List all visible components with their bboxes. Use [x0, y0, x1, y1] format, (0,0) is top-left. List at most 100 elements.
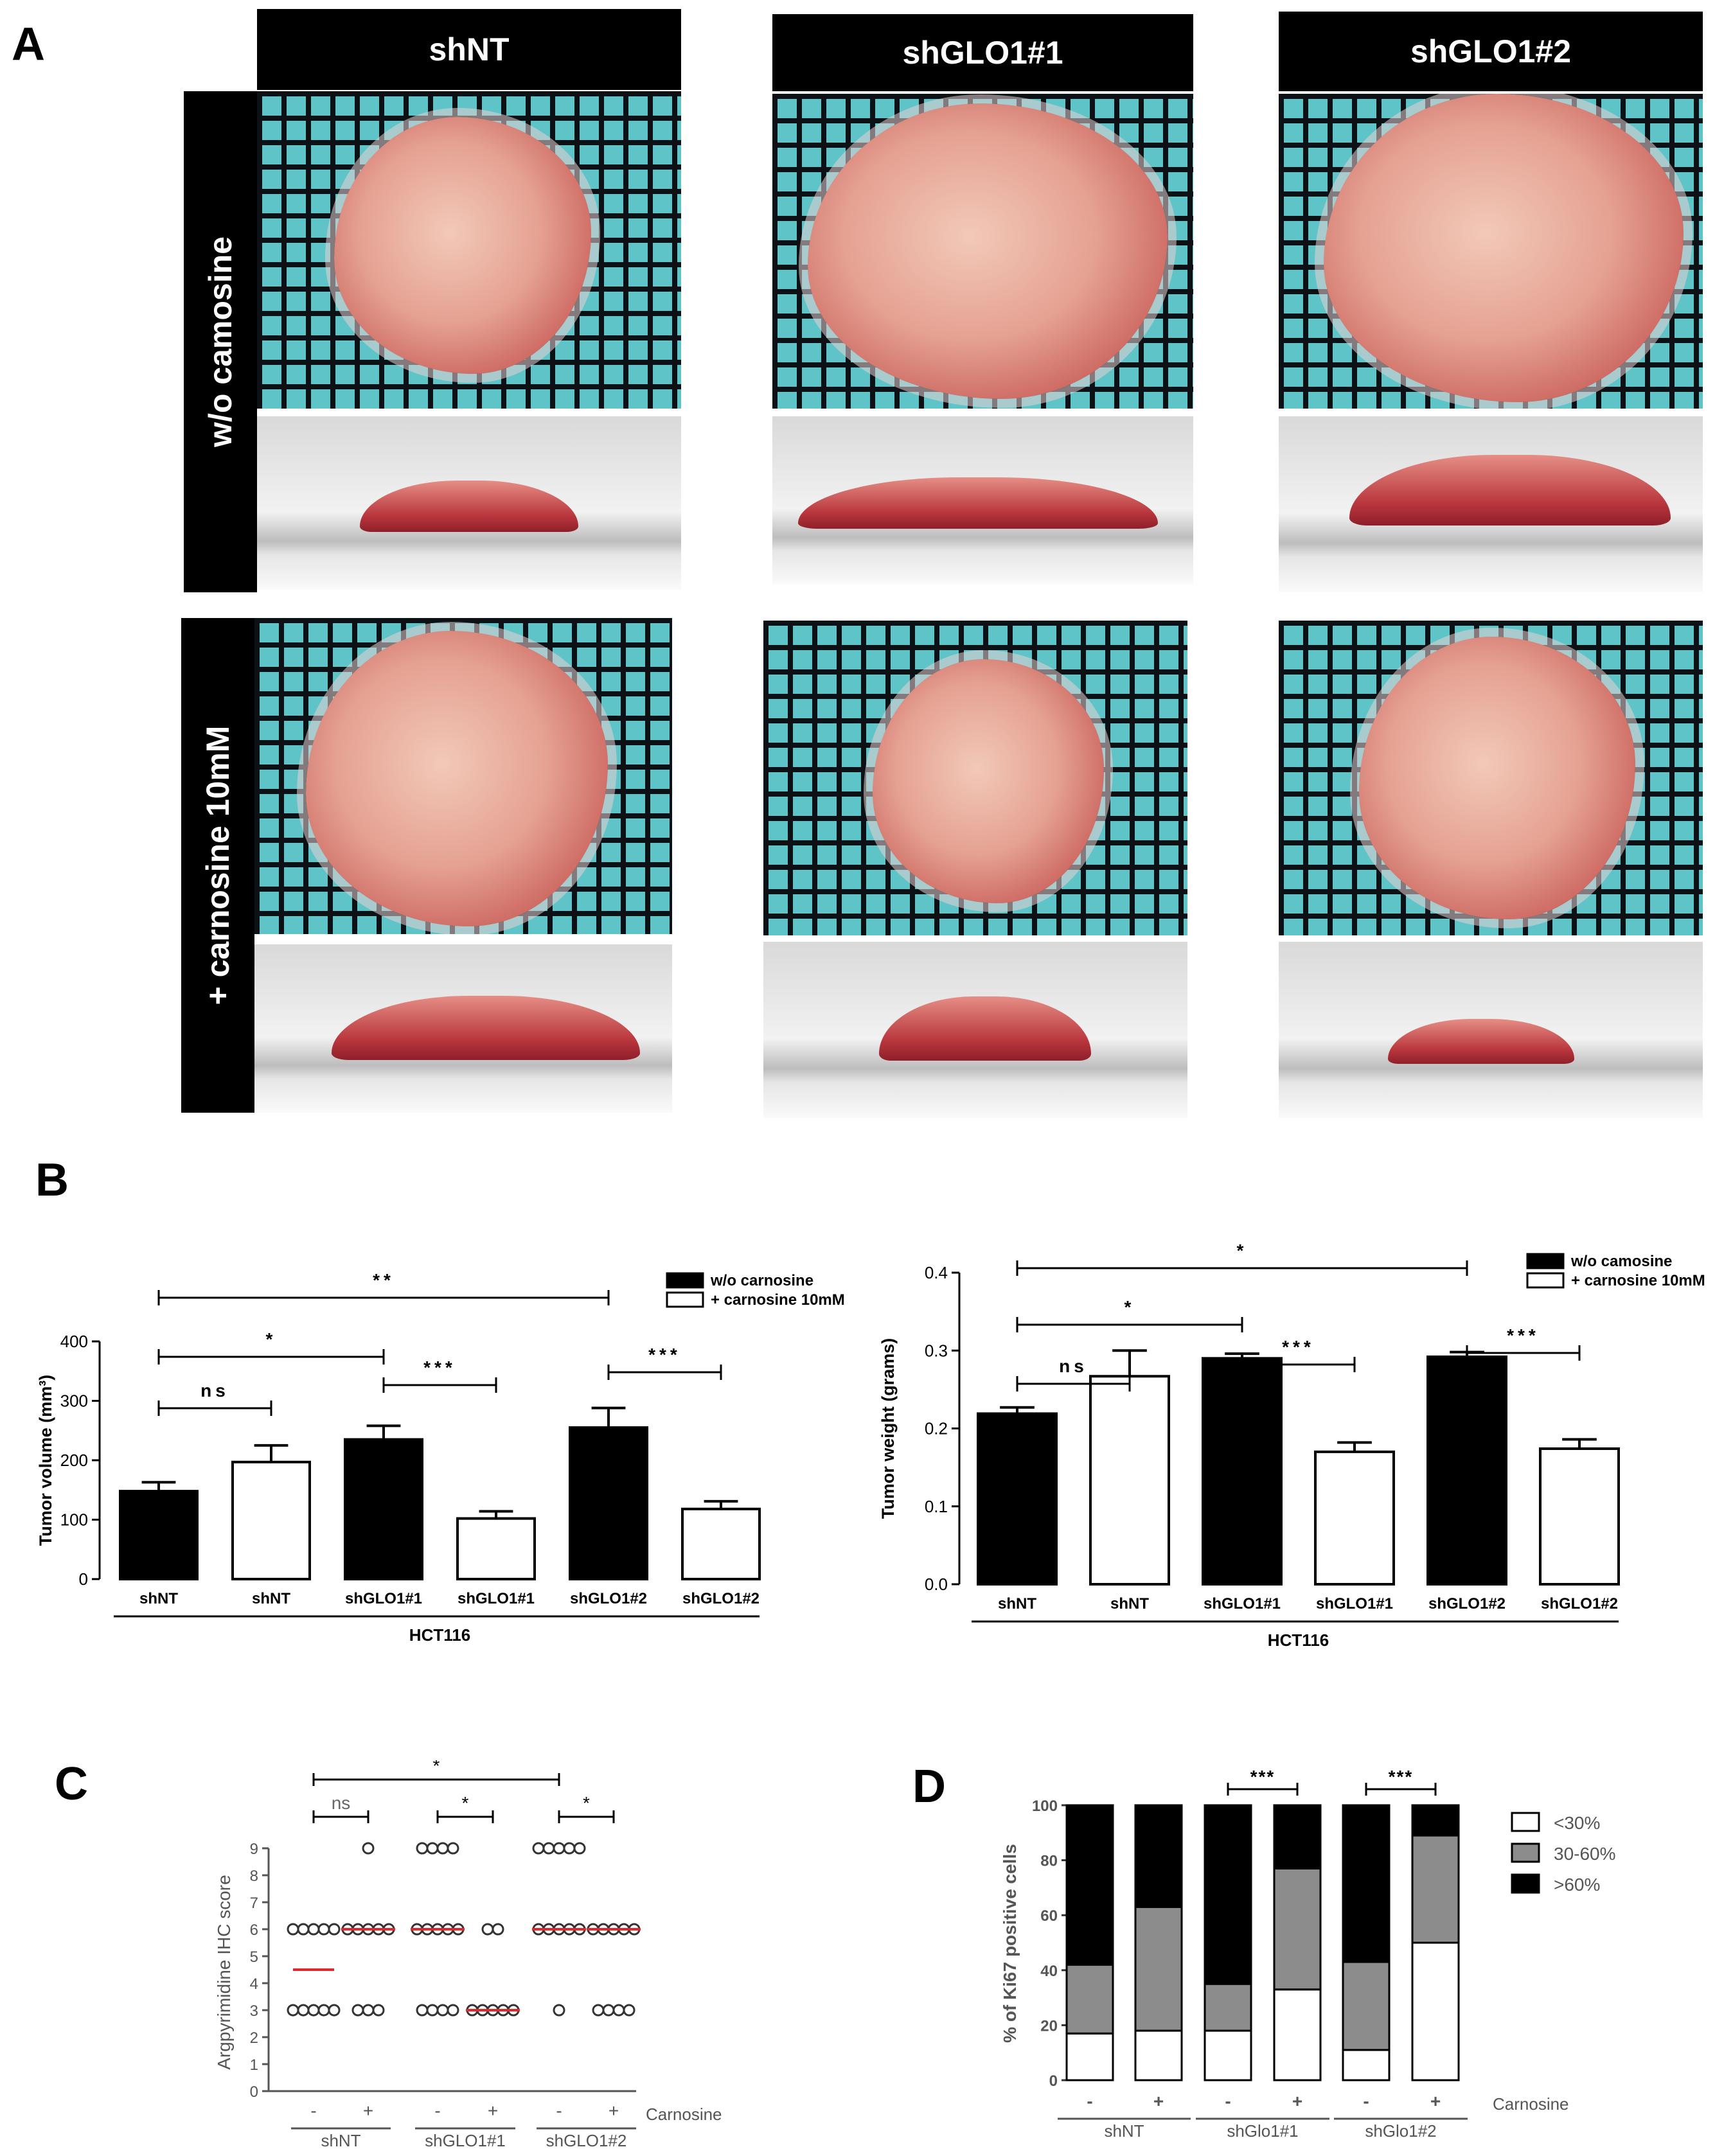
data-point	[436, 1842, 449, 1855]
data-point	[612, 2004, 625, 2017]
x-tick-label: shGLO1#1	[345, 1590, 422, 1607]
data-point	[328, 1923, 341, 1936]
significance-label: *	[266, 1329, 277, 1349]
data-point	[542, 1842, 555, 1855]
y-tick-label: 0	[1049, 2072, 1058, 2090]
x-tick-label: shGLO1#2	[570, 1590, 647, 1607]
significance-label: *	[1124, 1297, 1135, 1317]
row-header-without-carnosine: w/o camosine	[184, 91, 257, 592]
data-point	[592, 2004, 605, 2017]
significance-label: ns	[332, 1793, 351, 1813]
x-tick-label: -	[310, 2101, 316, 2121]
bar	[1089, 1375, 1170, 1586]
tumor-photo-top-shglo1-2-carnosine	[1279, 621, 1703, 935]
tumor-photo-side-shnt	[257, 416, 681, 590]
legend-label: w/o carnosine	[710, 1272, 813, 1289]
bar	[569, 1426, 648, 1580]
x-tick-label: +	[363, 2101, 373, 2121]
x-group-label: shGLO1#1	[425, 2131, 506, 2150]
data-point	[492, 1923, 504, 1936]
y-tick-label: 40	[1040, 1963, 1058, 1980]
y-tick-label: 9	[250, 1841, 258, 1858]
data-point	[426, 1842, 439, 1855]
bar	[456, 1517, 536, 1580]
y-tick-label: 20	[1040, 2017, 1058, 2035]
column-header-shglo1-2: shGLO1#2	[1279, 12, 1703, 91]
data-point	[307, 2004, 320, 2017]
bar	[344, 1438, 423, 1580]
x-tick-label: -	[556, 2101, 562, 2121]
tumor-photo-top-shglo1-1-carnosine	[763, 621, 1187, 935]
legend-swatch	[1511, 1873, 1540, 1894]
y-tick-label: 0	[250, 2083, 258, 2101]
bar	[681, 1507, 761, 1581]
data-point	[372, 2004, 385, 2017]
tumor-photo-side-shglo1-1	[772, 416, 1193, 585]
data-point	[362, 2004, 375, 2017]
x-tick-label: +	[1292, 2091, 1302, 2111]
bar	[119, 1490, 199, 1580]
y-tick-label: 5	[250, 1948, 258, 1966]
x-axis-label: HCT116	[409, 1625, 470, 1645]
legend-label: + carnosine 10mM	[1571, 1272, 1705, 1289]
y-tick-label: 300	[60, 1392, 88, 1411]
data-point	[287, 1923, 299, 1936]
panel-b-label: B	[35, 1154, 69, 1206]
x-group-label: shGlo1#1	[1227, 2121, 1298, 2141]
data-point	[481, 1923, 494, 1936]
data-point	[307, 1923, 320, 1936]
data-point	[532, 1842, 545, 1855]
y-tick-label: 3	[250, 2002, 258, 2020]
significance-label: ***	[423, 1357, 456, 1377]
data-point	[297, 2004, 310, 2017]
stacked-bar-segment	[1273, 1988, 1322, 2081]
x-tick-label: -	[1225, 2091, 1231, 2111]
data-point	[416, 2004, 429, 2017]
stacked-bar-segment	[1204, 1983, 1252, 2032]
row-header-with-carnosine-text: + carnosine 10mM	[200, 725, 236, 1005]
significance-label: *	[462, 1793, 469, 1813]
legend-label: + carnosine 10mM	[711, 1291, 845, 1309]
data-point	[447, 2004, 459, 2017]
stacked-bar-segment	[1204, 2029, 1252, 2081]
bar	[231, 1460, 311, 1580]
stacked-bar-segment	[1273, 1804, 1322, 1869]
data-point	[447, 1842, 459, 1855]
data-point	[553, 1842, 565, 1855]
x-group-label: shGlo1#2	[1365, 2121, 1436, 2141]
data-point	[297, 1923, 310, 1936]
x-tick-label: shNT	[139, 1590, 178, 1607]
argpyrimidine-ihc-chart: 0 1 2 3 4 5 6 7 8 9 Argpyrimidine IHC score - + - + - + C…	[214, 1760, 722, 2150]
significance-label: ns	[200, 1381, 229, 1401]
row-header-with-carnosine: + carnosine 10mM	[181, 618, 254, 1113]
tumor-photo-side-shglo1-2-carnosine	[1279, 942, 1703, 1118]
significance-label: ***	[1282, 1337, 1315, 1357]
x-tick-label: -	[1363, 2091, 1369, 2111]
tumor-volume-chart: 0 100 200 300 400 Tumor volume (mm³) shNT shNT s…	[36, 1270, 845, 1645]
legend-swatch	[1511, 1842, 1540, 1863]
bar	[977, 1412, 1058, 1586]
x-tick-label: shGLO1#1	[458, 1590, 535, 1607]
stacked-bar-segment	[1065, 1804, 1114, 1966]
tumor-photo-top-shglo1-2	[1279, 94, 1703, 409]
panel-c-label: C	[55, 1758, 88, 1810]
y-tick-label: 0.1	[925, 1497, 948, 1516]
data-point	[317, 2004, 330, 2017]
panel-a-label: A	[12, 19, 45, 70]
y-axis-label: Tumor weight (grams)	[878, 1338, 898, 1519]
legend-swatch	[1526, 1272, 1565, 1289]
legend-label: >60%	[1554, 1875, 1600, 1895]
x-tick-label: shNT	[998, 1595, 1036, 1613]
data-point	[287, 2004, 299, 2017]
x-tick-label: shNT	[1110, 1595, 1149, 1613]
x-tick-label: -	[1087, 2091, 1092, 2111]
y-tick-label: 0.0	[925, 1575, 948, 1594]
y-tick-label: 7	[250, 1895, 258, 1912]
data-point	[623, 2004, 635, 2017]
y-tick-label: 8	[250, 1868, 258, 1885]
tumor-photo-side-shglo1-2	[1279, 416, 1703, 592]
significance-label: *	[433, 1760, 440, 1776]
significance-label: ns	[1059, 1356, 1088, 1376]
tumor-photo-top-shglo1-1	[772, 94, 1193, 409]
stacked-bar-segment	[1411, 1804, 1460, 1837]
